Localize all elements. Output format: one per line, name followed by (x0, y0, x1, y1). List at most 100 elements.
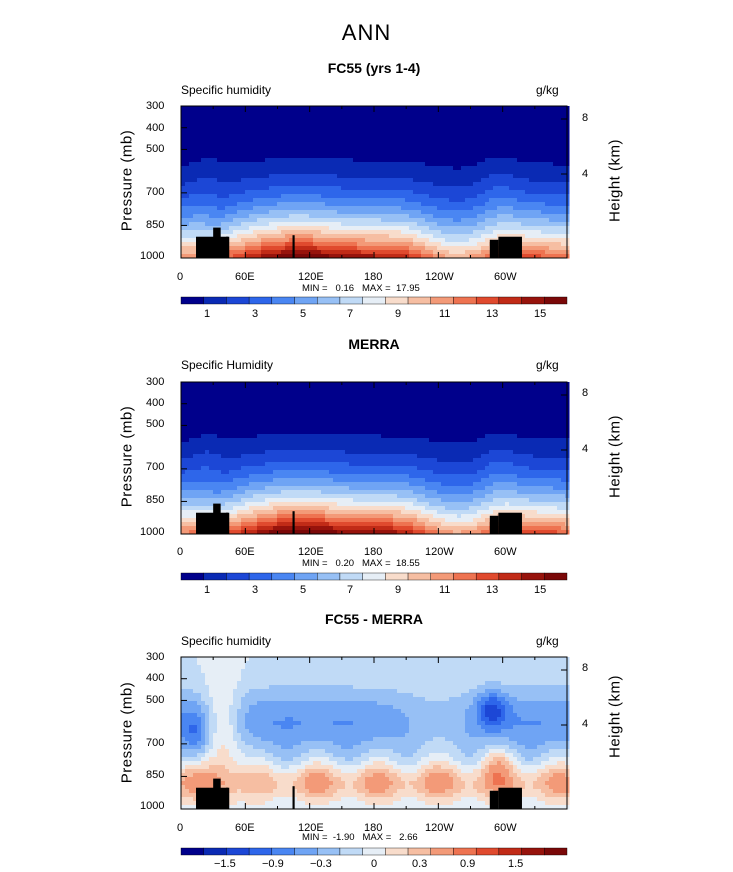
x-tick-label: 60W (494, 822, 517, 834)
heatmap-cell (233, 206, 238, 211)
heatmap-cell (245, 526, 250, 531)
heatmap-cell (209, 450, 214, 455)
heatmap-cell (181, 166, 186, 171)
heatmap-cell (273, 150, 278, 155)
heatmap-cell (497, 118, 502, 123)
heatmap-cell (489, 134, 494, 139)
heatmap-cell (233, 430, 238, 435)
heatmap-cell (273, 198, 278, 203)
heatmap-cell (213, 414, 218, 419)
heatmap-cell (321, 174, 326, 179)
heatmap-cell (193, 502, 198, 507)
heatmap-cell (433, 230, 438, 235)
heatmap-cell (525, 154, 530, 159)
heatmap-cell (233, 130, 238, 135)
heatmap-cell (289, 398, 294, 403)
heatmap-cell (229, 430, 234, 435)
heatmap-cell (437, 114, 442, 119)
heatmap-cell (189, 490, 194, 495)
heatmap-cell (341, 230, 346, 235)
heatmap-cell (373, 126, 378, 131)
heatmap-cell (477, 174, 482, 179)
heatmap-cell (405, 230, 410, 235)
heatmap-cell (201, 458, 206, 463)
heatmap-cell (473, 238, 478, 243)
heatmap-cell (365, 242, 370, 247)
heatmap-cell (509, 110, 514, 115)
heatmap-cell (285, 182, 290, 187)
heatmap-cell (277, 426, 282, 431)
heatmap-cell (525, 242, 530, 247)
heatmap-cell (405, 194, 410, 199)
heatmap-cell (521, 162, 526, 167)
heatmap-cell (333, 242, 338, 247)
heatmap-cell (361, 242, 366, 247)
heatmap-cell (245, 110, 250, 115)
heatmap-cell (357, 242, 362, 247)
heatmap-cell (269, 478, 274, 483)
heatmap-cell (193, 150, 198, 155)
heatmap-cell (465, 198, 470, 203)
heatmap-cell (265, 138, 270, 143)
heatmap-cell (497, 210, 502, 215)
heatmap-cell (269, 486, 274, 491)
heatmap-cell (465, 170, 470, 175)
heatmap-cell (269, 434, 274, 439)
heatmap-cell (409, 114, 414, 119)
heatmap-cell (461, 206, 466, 211)
heatmap-cell (317, 126, 322, 131)
heatmap-cell (353, 154, 358, 159)
heatmap-cell (417, 234, 422, 239)
heatmap-cell (509, 214, 514, 219)
heatmap-cell (293, 502, 298, 507)
heatmap-cell (505, 150, 510, 155)
heatmap-cell (433, 114, 438, 119)
heatmap-cell (469, 150, 474, 155)
heatmap-cell (525, 250, 530, 255)
heatmap-cell (409, 238, 414, 243)
heatmap-cell (401, 178, 406, 183)
heatmap-cell (353, 146, 358, 151)
heatmap-cell (433, 170, 438, 175)
heatmap-cell (317, 142, 322, 147)
heatmap-cell (237, 246, 242, 251)
heatmap-cell (257, 142, 262, 147)
heatmap-cell (233, 166, 238, 171)
heatmap-cell (301, 478, 306, 483)
heatmap-cell (197, 222, 202, 227)
heatmap-cell (193, 390, 198, 395)
heatmap-cell (553, 246, 558, 251)
heatmap-cell (425, 166, 430, 171)
heatmap-cell (289, 502, 294, 507)
heatmap-cell (485, 126, 490, 131)
heatmap-cell (509, 142, 514, 147)
heatmap-cell (485, 166, 490, 171)
heatmap-cell (521, 110, 526, 115)
heatmap-cell (265, 514, 270, 519)
heatmap-cell (469, 226, 474, 231)
heatmap-cell (249, 438, 254, 443)
heatmap-cell (517, 154, 522, 159)
heatmap-cell (197, 498, 202, 503)
heatmap-cell (233, 222, 238, 227)
heatmap-cell (381, 206, 386, 211)
heatmap-cell (305, 214, 310, 219)
heatmap-cell (261, 514, 266, 519)
heatmap-cell (461, 190, 466, 195)
heatmap-cell (229, 498, 234, 503)
heatmap-cell (445, 150, 450, 155)
heatmap-cell (269, 470, 274, 475)
heatmap-cell (477, 118, 482, 123)
heatmap-cell (181, 254, 186, 259)
heatmap-cell (221, 502, 226, 507)
heatmap-cell (181, 202, 186, 207)
heatmap-cell (505, 154, 510, 159)
heatmap-cell (293, 194, 298, 199)
heatmap-cell (377, 234, 382, 239)
heatmap-cell (197, 194, 202, 199)
heatmap-cell (285, 390, 290, 395)
heatmap-cell (497, 146, 502, 151)
heatmap-cell (317, 174, 322, 179)
heatmap-cell (533, 230, 538, 235)
heatmap-cell (201, 114, 206, 119)
